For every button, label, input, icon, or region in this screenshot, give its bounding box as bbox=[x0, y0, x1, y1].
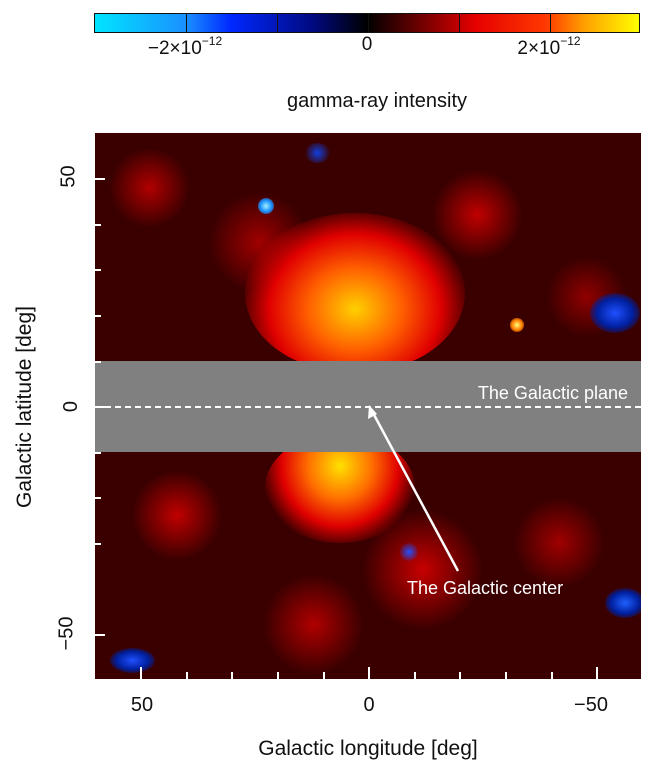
x-tick bbox=[368, 667, 370, 679]
colorbar-separator bbox=[550, 14, 551, 32]
galactic-center-label: The Galactic center bbox=[407, 578, 564, 598]
x-tick bbox=[277, 672, 279, 679]
x-tick bbox=[414, 672, 416, 679]
y-tick bbox=[95, 315, 101, 317]
gamma-ray-map: The Galactic plane The Galactic center bbox=[95, 133, 641, 679]
galactic-plane-line bbox=[95, 406, 641, 408]
negative-region bbox=[590, 293, 640, 333]
negative-region bbox=[400, 543, 418, 561]
colorbar-separator bbox=[186, 14, 187, 32]
negative-spot bbox=[258, 198, 274, 214]
negative-region bbox=[110, 648, 155, 673]
y-tick-label-50: 50 bbox=[57, 165, 80, 188]
emission-north bbox=[245, 213, 465, 373]
galactic-center-arrow bbox=[368, 405, 460, 572]
y-tick bbox=[95, 634, 105, 636]
y-tick bbox=[95, 178, 105, 180]
x-tick bbox=[459, 672, 461, 679]
colorbar-tick-zero: 0 bbox=[361, 34, 373, 55]
y-tick-label-neg50: −50 bbox=[55, 616, 78, 651]
negative-region bbox=[605, 588, 641, 618]
y-axis-title: Galactic latitude [deg] bbox=[13, 306, 36, 508]
y-tick bbox=[95, 406, 105, 408]
y-tick bbox=[95, 452, 101, 454]
y-tick bbox=[95, 269, 101, 271]
y-tick bbox=[95, 224, 101, 226]
x-tick bbox=[140, 667, 142, 679]
x-axis-title: Galactic longitude [deg] bbox=[258, 737, 478, 760]
colorbar-tick-neg: −2×10−12 bbox=[147, 34, 223, 59]
x-tick bbox=[596, 667, 598, 679]
colorbar bbox=[94, 13, 640, 33]
x-tick bbox=[323, 672, 325, 679]
negative-region bbox=[305, 143, 330, 163]
x-tick bbox=[551, 672, 553, 679]
x-tick-label-50: 50 bbox=[130, 694, 154, 716]
x-tick bbox=[231, 672, 233, 679]
x-tick bbox=[186, 672, 188, 679]
y-tick-label-0: 0 bbox=[60, 400, 83, 413]
galactic-plane-label: The Galactic plane bbox=[477, 383, 628, 403]
colorbar-separator bbox=[368, 14, 369, 32]
x-tick bbox=[505, 672, 507, 679]
colorbar-label: gamma-ray intensity bbox=[286, 90, 468, 112]
colorbar-separator bbox=[277, 14, 278, 32]
x-tick-label-neg50: −50 bbox=[574, 694, 608, 716]
point-source bbox=[510, 318, 524, 332]
x-tick-label-0: 0 bbox=[363, 694, 375, 716]
y-tick bbox=[95, 361, 101, 363]
colorbar-tick-pos: 2×10−12 bbox=[517, 34, 581, 59]
colorbar-separator bbox=[459, 14, 460, 32]
y-tick bbox=[95, 497, 101, 499]
y-tick bbox=[95, 543, 101, 545]
